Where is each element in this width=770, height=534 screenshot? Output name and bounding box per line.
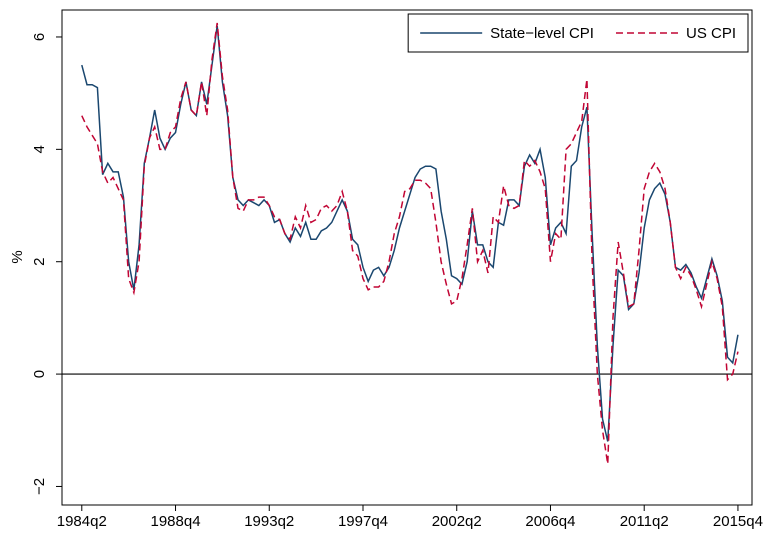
- y-tick-label: 6: [31, 33, 48, 41]
- x-tick-label: 2006q4: [525, 513, 575, 530]
- y-axis-label: %: [9, 250, 26, 263]
- x-tick-label: 1997q4: [338, 513, 388, 530]
- series-line: [81, 22, 739, 465]
- legend-label: US CPI: [686, 25, 736, 42]
- x-tick-label: 1993q2: [244, 513, 294, 530]
- legend-label: State−level CPI: [490, 25, 594, 42]
- x-tick-label: 2002q2: [432, 513, 482, 530]
- y-tick-label: −2: [31, 478, 48, 495]
- y-tick-label: 4: [31, 145, 48, 153]
- y-tick-label: 2: [31, 258, 48, 266]
- x-tick-label: 2011q2: [620, 513, 669, 530]
- x-tick-label: 1984q2: [57, 513, 107, 530]
- x-tick-label: 1988q4: [150, 513, 200, 530]
- y-tick-label: 0: [31, 370, 48, 378]
- plot-frame: [61, 9, 753, 506]
- x-tick-label: 2015q4: [713, 513, 763, 530]
